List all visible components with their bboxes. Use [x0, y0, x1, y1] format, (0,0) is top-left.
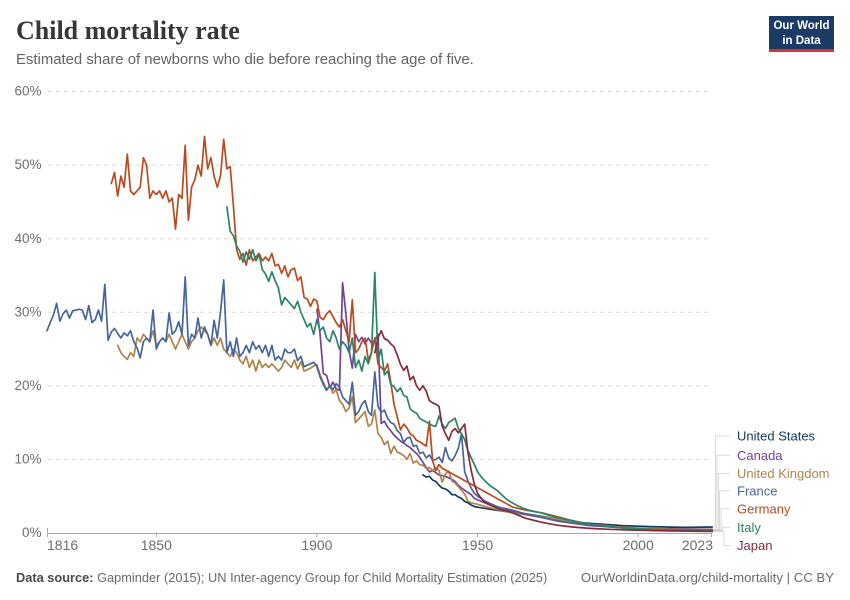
svg-text:2000: 2000 — [623, 537, 654, 553]
svg-text:10%: 10% — [14, 451, 41, 466]
svg-text:1900: 1900 — [301, 537, 332, 553]
svg-text:Japan: Japan — [737, 538, 772, 553]
svg-text:United Kingdom: United Kingdom — [737, 466, 830, 481]
svg-text:United States: United States — [737, 429, 816, 444]
svg-text:50%: 50% — [14, 157, 41, 172]
svg-text:1850: 1850 — [141, 537, 172, 553]
svg-text:40%: 40% — [14, 231, 41, 246]
svg-text:1816: 1816 — [47, 537, 78, 553]
svg-text:20%: 20% — [14, 378, 41, 393]
svg-text:60%: 60% — [14, 84, 41, 99]
svg-text:France: France — [737, 484, 777, 499]
svg-text:Germany: Germany — [737, 501, 791, 516]
svg-text:30%: 30% — [14, 304, 41, 319]
svg-text:Canada: Canada — [737, 448, 783, 463]
svg-text:Italy: Italy — [737, 520, 761, 535]
svg-text:1950: 1950 — [462, 537, 493, 553]
svg-text:0%: 0% — [22, 525, 42, 540]
svg-text:2023: 2023 — [682, 537, 713, 553]
